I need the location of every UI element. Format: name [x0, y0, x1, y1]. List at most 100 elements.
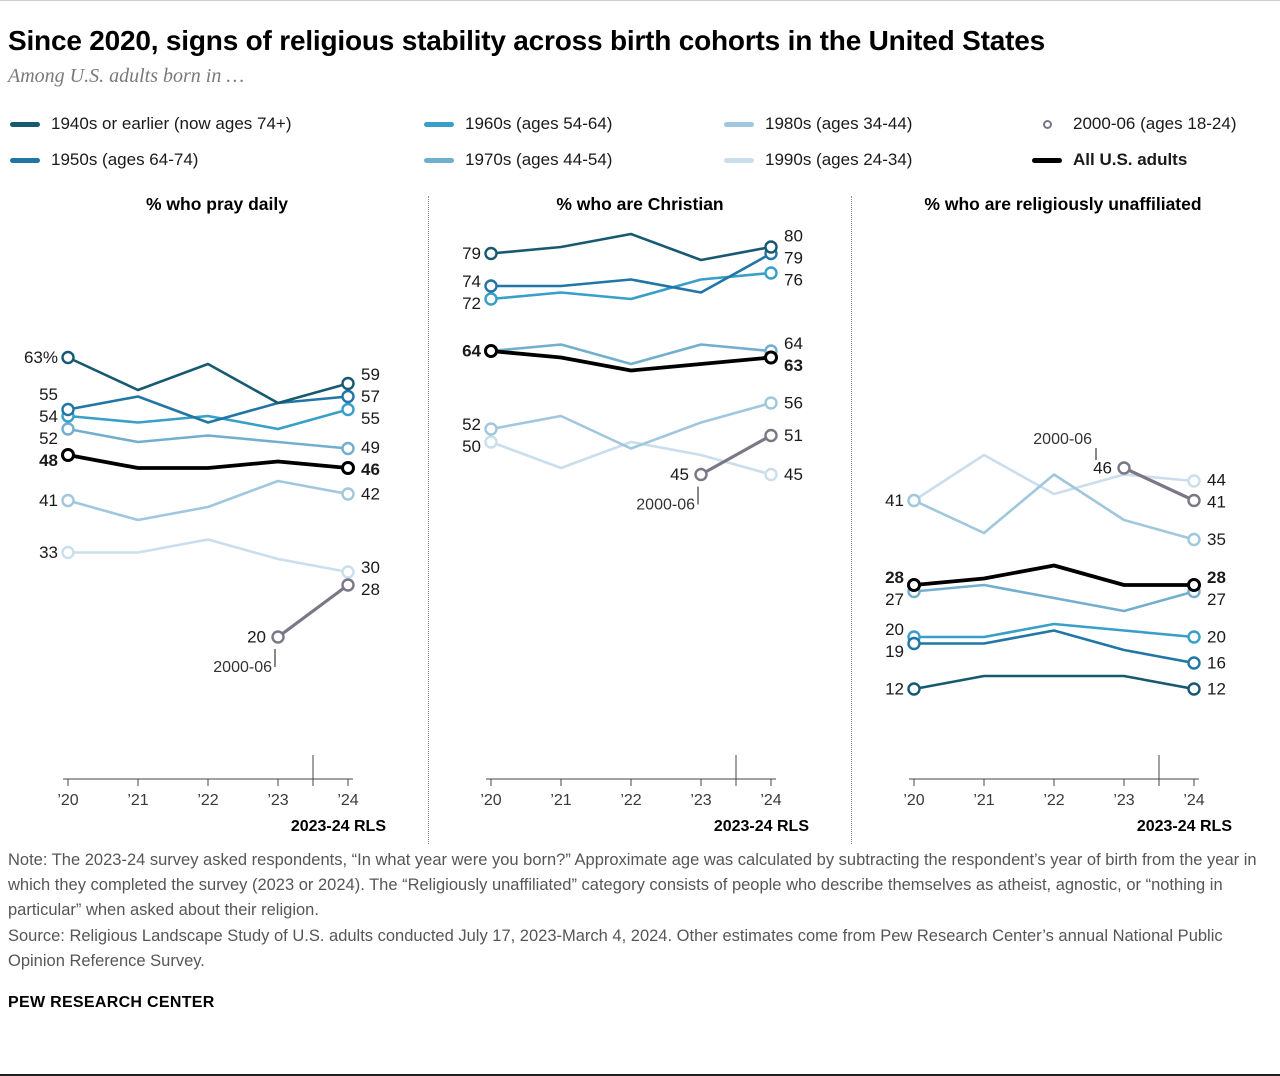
marker-1960s: [764, 266, 778, 280]
rls-label: 2023-24 RLS: [714, 818, 809, 835]
x-tick-label: ’20: [480, 792, 501, 809]
marker-1980s: [1187, 532, 1201, 547]
legend-item-1970s-ages-44-54: 1970s (ages 44-54): [424, 150, 716, 170]
line-1990s: [912, 453, 1196, 502]
marker-1960s: [341, 402, 355, 417]
rls-label: 2023-24 RLS: [1137, 818, 1232, 835]
value-label-right: 64: [784, 334, 803, 353]
value-label-left: 64: [462, 342, 481, 361]
value-label-right: 55: [361, 409, 380, 428]
marker-2000-06: [1187, 493, 1201, 508]
marker-1980s: [61, 493, 75, 508]
value-label-right: 41: [1207, 492, 1226, 511]
value-label-left: 63%: [24, 348, 58, 367]
charts-row: % who pray daily ’20 ’21 ’22 ’23 ’24 2023-24 …: [8, 194, 1272, 845]
legend-line-swatch: [724, 157, 754, 163]
value-label-right: 28: [1207, 568, 1226, 587]
value-label-right: 63: [784, 356, 803, 375]
marker-1980s: [907, 493, 921, 508]
value-label-right: 49: [361, 438, 380, 457]
value-label-right: 12: [1207, 680, 1226, 699]
value-label-left: 41: [885, 491, 904, 510]
line-1960s: [489, 271, 773, 301]
legend-item-1960s-ages-54-64: 1960s (ages 54-64): [424, 114, 716, 134]
value-label-left: 55: [39, 385, 58, 404]
point-label: 45: [670, 465, 689, 484]
value-label-right: 46: [361, 460, 380, 479]
value-label-right: 51: [784, 426, 803, 445]
value-label-right: 76: [784, 271, 803, 290]
value-label-left: 12: [885, 680, 904, 699]
value-label-left: 28: [885, 568, 904, 587]
x-tick-label: ’22: [1043, 792, 1064, 809]
marker-1990s: [1187, 474, 1201, 488]
legend-item-1950s-ages-64-74: 1950s (ages 64-74): [10, 150, 416, 170]
value-label-left: 48: [39, 451, 58, 470]
legend-line-swatch: [1032, 157, 1062, 163]
marker-1970s: [61, 422, 75, 436]
value-label-right: 27: [1207, 590, 1226, 609]
marker-1940s-or-earlier: [341, 376, 355, 391]
value-label-right: 20: [1207, 628, 1226, 647]
line-1960s: [912, 622, 1196, 639]
value-label-left: 33: [39, 543, 58, 562]
panel-divider: [428, 196, 429, 845]
value-label-left: 72: [462, 294, 481, 313]
marker-1940s-or-earlier: [907, 682, 921, 696]
marker-1950s: [61, 402, 75, 417]
marker-1980s: [341, 487, 355, 501]
line-1970s: [489, 343, 773, 366]
value-label-right: 28: [361, 580, 380, 599]
marker-1940s-or-earlier: [764, 240, 778, 254]
legend-item-2000-06-ages-18-24: 2000-06 (ages 18-24): [1032, 114, 1270, 134]
legend-label: 1980s (ages 34-44): [765, 114, 913, 134]
value-label-right: 35: [1207, 530, 1226, 549]
legend-label: 1970s (ages 44-54): [465, 150, 613, 170]
legend-label: 2000-06 (ages 18-24): [1073, 114, 1237, 134]
marker-1990s: [341, 565, 355, 579]
marker-1960s: [484, 292, 498, 306]
marker-1940s-or-earlier: [61, 350, 75, 365]
value-label-right: 80: [784, 227, 803, 246]
x-tick-label: ’23: [267, 792, 288, 809]
chart-subtitle: Among U.S. adults born in …: [8, 65, 245, 88]
marker-all-u-s-adults: [764, 350, 778, 365]
legend-item-all-u-s-adults: All U.S. adults: [1032, 150, 1270, 170]
value-label-right: 30: [361, 558, 380, 577]
legend-label: 1990s (ages 24-34): [765, 150, 913, 170]
marker-all-u-s-adults: [907, 578, 921, 593]
legend-line-swatch: [10, 121, 40, 127]
line-1970s: [66, 427, 350, 450]
line-1980s: [489, 401, 773, 450]
value-label-right: 79: [784, 249, 803, 268]
value-label-right: 45: [784, 465, 803, 484]
line-1940s-or-earlier: [912, 674, 1196, 691]
panel-title-pray-daily: % who pray daily: [146, 194, 288, 215]
chart-title: Since 2020, signs of religious stability…: [8, 25, 1045, 56]
value-label-right: 42: [361, 485, 380, 504]
panel-title-unaffiliated: % who are religiously unaffiliated: [924, 194, 1202, 215]
marker-2000-06: [694, 467, 708, 482]
x-tick-label: ’23: [1113, 792, 1134, 809]
line-1950s: [489, 252, 773, 294]
legend-line-swatch: [424, 121, 454, 127]
rls-label: 2023-24 RLS: [291, 818, 386, 835]
x-tick-label: ’21: [973, 792, 994, 809]
line-1970s: [912, 583, 1196, 613]
point-label: 20: [247, 628, 266, 647]
callout-label: 2000-06: [1033, 431, 1092, 448]
line-1940s-or-earlier: [66, 356, 350, 405]
source-text: Source: Religious Landscape Study of U.S…: [8, 927, 1223, 971]
brand-footer: PEW RESEARCH CENTER: [8, 993, 215, 1011]
value-label-left: 52: [39, 429, 58, 448]
marker-1980s: [484, 422, 498, 436]
line-1950s: [66, 395, 350, 424]
legend-label: 1940s or earlier (now ages 74+): [51, 114, 292, 134]
marker-1950s: [341, 389, 355, 404]
line-1980s: [66, 479, 350, 522]
x-tick-label: ’23: [690, 792, 711, 809]
legend-line-swatch: [724, 121, 754, 127]
x-tick-label: ’21: [127, 792, 148, 809]
notes: Note: The 2023-24 survey asked responden…: [8, 848, 1272, 974]
